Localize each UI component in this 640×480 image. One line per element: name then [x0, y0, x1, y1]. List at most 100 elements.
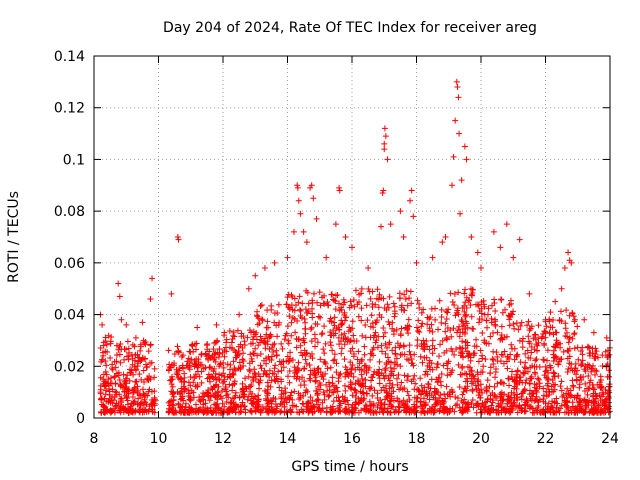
roti-point-dense — [467, 301, 474, 308]
roti-point-dense — [325, 393, 332, 400]
roti-point-dense — [395, 371, 402, 378]
roti-point-dense — [527, 387, 534, 394]
roti-point-dense — [120, 371, 127, 378]
roti-point-dense — [441, 349, 448, 356]
roti-point-dense — [594, 354, 601, 361]
roti-point — [568, 259, 575, 266]
roti-point-dense — [508, 373, 515, 380]
roti-point-dense — [278, 367, 285, 374]
roti-point-dense — [179, 365, 186, 372]
roti-point — [381, 146, 388, 153]
roti-point-dense — [574, 403, 581, 410]
roti-point-dense — [563, 398, 570, 405]
roti-point-dense — [452, 394, 459, 401]
roti-point-dense — [141, 355, 148, 362]
roti-point-dense — [567, 407, 574, 414]
roti-point-dense — [255, 315, 262, 322]
roti-point-dense — [605, 367, 612, 374]
roti-point-dense — [579, 344, 586, 351]
roti-point-dense — [318, 373, 325, 380]
roti-point-dense — [407, 352, 414, 359]
roti-point-dense — [580, 409, 587, 416]
roti-point-dense — [418, 323, 425, 330]
roti-point-dense — [479, 330, 486, 337]
roti-point-dense — [97, 382, 104, 389]
roti-point-dense — [436, 297, 443, 304]
roti-point-dense — [200, 404, 207, 411]
roti-point-dense — [99, 356, 106, 363]
roti-point-dense — [567, 392, 574, 399]
roti-point-dense — [306, 361, 313, 368]
roti-point-dense — [151, 402, 158, 409]
roti-point — [453, 78, 460, 85]
roti-point-dense — [362, 362, 369, 369]
roti-point-dense — [464, 383, 471, 390]
roti-point-dense — [308, 403, 315, 410]
roti-point-dense — [214, 400, 221, 407]
roti-point-dense — [331, 351, 338, 358]
roti-point-dense — [210, 392, 217, 399]
roti-point-dense — [545, 376, 552, 383]
roti-point-dense — [117, 359, 124, 366]
roti-point-dense — [475, 358, 482, 365]
roti-point-dense — [280, 364, 287, 371]
roti-point-dense — [468, 313, 475, 320]
roti-point-dense — [309, 297, 316, 304]
roti-point-dense — [412, 380, 419, 387]
roti-point-dense — [402, 324, 409, 331]
roti-point-dense — [420, 306, 427, 313]
roti-point-dense — [229, 387, 236, 394]
roti-point-dense — [510, 399, 517, 406]
roti-point-dense — [514, 409, 521, 416]
roti-point-dense — [227, 344, 234, 351]
roti-point-dense — [345, 383, 352, 390]
roti-point-dense — [317, 356, 324, 363]
roti-point-dense — [527, 364, 534, 371]
roti-point-dense — [103, 362, 110, 369]
roti-point-dense — [426, 407, 433, 414]
roti-point-dense — [392, 344, 399, 351]
roti-point-dense — [466, 351, 473, 358]
roti-point — [123, 321, 130, 328]
roti-point-dense — [272, 378, 279, 385]
roti-point-dense — [568, 361, 575, 368]
roti-point-dense — [263, 370, 270, 377]
roti-point-dense — [524, 347, 531, 354]
roti-point-dense — [535, 376, 542, 383]
roti-point-dense — [602, 386, 609, 393]
roti-point-dense — [107, 340, 114, 347]
roti-point-dense — [204, 407, 211, 414]
roti-point-dense — [549, 324, 556, 331]
roti-point-dense — [252, 345, 259, 352]
roti-point-dense — [440, 362, 447, 369]
roti-point-dense — [230, 332, 237, 339]
roti-point-dense — [211, 355, 218, 362]
roti-point-dense — [397, 295, 404, 302]
roti-point-dense — [398, 379, 405, 386]
roti-point-dense — [124, 401, 131, 408]
roti-point-dense — [513, 352, 520, 359]
roti-point-dense — [301, 365, 308, 372]
roti-point-dense — [563, 307, 570, 314]
roti-point-dense — [553, 337, 560, 344]
roti-point-dense — [391, 365, 398, 372]
roti-point-dense — [506, 396, 513, 403]
roti-point-dense — [438, 370, 445, 377]
roti-point-dense — [175, 374, 182, 381]
roti-point-dense — [416, 328, 423, 335]
roti-point-dense — [452, 312, 459, 319]
roti-point-dense — [235, 409, 242, 416]
roti-point-dense — [476, 319, 483, 326]
roti-point-dense — [415, 317, 422, 324]
roti-point-dense — [176, 364, 183, 371]
roti-point-dense — [224, 374, 231, 381]
roti-point — [452, 117, 459, 124]
roti-point-dense — [361, 343, 368, 350]
roti-point-dense — [349, 318, 356, 325]
roti-point-dense — [584, 391, 591, 398]
roti-point-dense — [265, 383, 272, 390]
roti-point-dense — [470, 350, 477, 357]
roti-point-dense — [523, 377, 530, 384]
roti-point-dense — [264, 392, 271, 399]
roti-point-dense — [292, 370, 299, 377]
